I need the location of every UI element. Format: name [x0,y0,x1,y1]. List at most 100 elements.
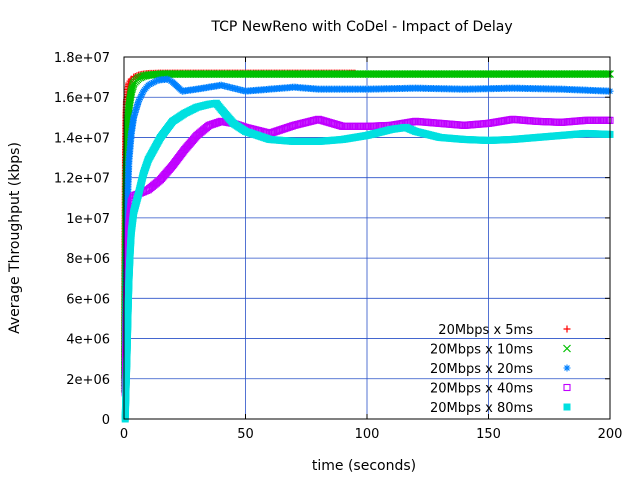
data-point [181,145,189,154]
data-point [412,84,420,92]
data-point [130,73,138,81]
data-point [412,117,420,125]
data-point [144,81,152,89]
y-tick-label: 0 [102,413,110,428]
data-point [135,97,143,105]
data-point [178,87,186,95]
data-point [314,85,322,93]
data-point [122,387,130,395]
data-point [193,85,201,93]
trace-mark [136,94,144,102]
data-point [124,103,133,112]
data-point [144,186,152,194]
axes: 0 50 100 150 200 0 2e+06 4e+06 6e+06 8e+06 1e+07 1.… [54,51,623,442]
data-point [134,74,143,83]
data-point [139,87,147,95]
data-point [557,118,565,126]
data-point [242,127,249,135]
data-point [193,131,201,139]
trace-mark [146,80,154,88]
data-point [266,135,274,143]
x-tick-label: 0 [120,427,128,442]
data-point [314,137,322,145]
x-tick-label: 200 [598,427,623,442]
legend-label: 20Mbps x 40ms [430,382,533,397]
data-point [127,228,135,236]
data-point [164,75,172,83]
data-point [144,71,153,80]
y-tick-label: 1.8e+07 [54,51,110,66]
data-point [205,121,213,129]
data-point [339,122,347,130]
trace-mark [152,77,160,85]
data-point [314,70,323,79]
trace-mark [604,70,613,79]
series-5 [121,99,614,423]
data-point [125,158,133,166]
y-axis-label: Average Throughput (kbps) [7,142,23,334]
data-point [168,70,177,79]
legend-entry: 20Mbps x 40ms [430,382,571,397]
data-point [127,87,136,96]
y-tick-label: 8e+06 [66,252,110,267]
data-point [363,70,371,79]
data-point [205,100,213,108]
x-tick-label: 150 [476,427,501,442]
y-tick-label: 1.4e+07 [54,131,110,146]
data-point [130,208,138,216]
data-point [169,78,177,86]
data-point [363,131,371,139]
legend-label: 20Mbps x 80ms [430,401,533,416]
data-point [485,136,492,144]
data-point [217,81,225,89]
data-point [533,117,541,125]
data-point [130,113,138,121]
data-point [411,70,420,79]
data-point [156,176,164,184]
legend-label: 20Mbps x 20ms [430,362,533,377]
data-point [212,99,220,107]
plot-frame [123,56,611,420]
legend-entry: 20Mbps x 80ms [430,401,571,416]
trace-mark [149,79,157,87]
data-point [582,129,590,137]
data-point [290,137,298,145]
data-point [169,117,177,125]
data-point [290,121,298,129]
legend-marker [563,383,571,392]
legend-marker [563,364,571,372]
legend-entry: 20Mbps x 10ms [430,343,571,358]
data-point [582,116,590,124]
data-point [156,133,164,141]
data-point [217,117,225,125]
data-point [181,109,189,117]
data-point [135,190,143,198]
data-point [266,85,274,93]
x-tick-label: 50 [237,427,254,442]
data-point [412,127,420,135]
data-point [557,131,565,139]
data-point [557,70,566,79]
legend-label: 20Mbps x 10ms [430,343,533,358]
y-tick-label: 1.6e+07 [54,91,110,106]
x-tick-label: 100 [355,427,380,442]
trace-mark [151,78,159,86]
data-point [154,76,162,84]
data-point [436,119,444,127]
trace-mark [148,79,156,87]
data-point [124,194,132,202]
trace-mark [139,89,147,97]
data-point [460,121,468,129]
data-point [193,103,201,111]
data-point [290,83,298,91]
x-axis-label: time (seconds) [312,458,416,474]
data-point [139,170,147,178]
data-point [557,85,565,93]
data-point [314,115,322,123]
trace-mark [137,92,145,100]
data-point [339,135,347,143]
data-point [363,122,371,130]
series-4 [121,115,614,397]
legend: 20Mbps x 5ms 20Mbps x 10ms 20Mbps x 20ms 20… [430,323,571,416]
trace-mark [135,96,143,104]
